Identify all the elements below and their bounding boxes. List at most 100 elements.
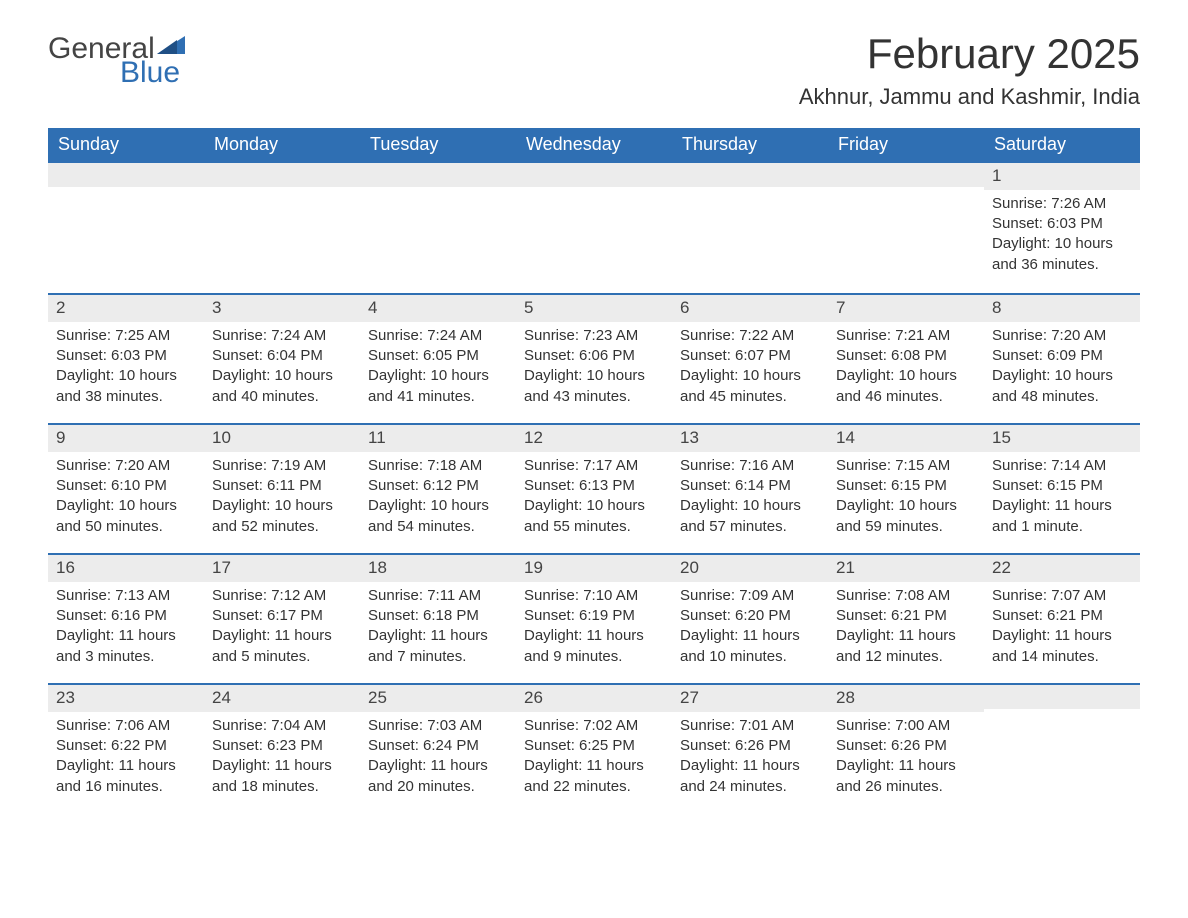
sunrise-text: Sunrise: 7:20 AM bbox=[56, 456, 196, 476]
sunrise-text: Sunrise: 7:11 AM bbox=[368, 586, 508, 606]
calendar-day-cell: 2Sunrise: 7:25 AMSunset: 6:03 PMDaylight… bbox=[48, 295, 204, 423]
calendar-body: 1 Sunrise: 7:26 AMSunset: 6:03 PM Daylight… bbox=[48, 163, 1140, 813]
calendar-day-cell bbox=[48, 163, 204, 293]
daylight-text: Daylight: 10 hours and 59 minutes. bbox=[836, 496, 976, 537]
sunset-text: Sunset: 6:10 PM bbox=[56, 476, 196, 496]
daylight-text: Daylight: 11 hours and 7 minutes. bbox=[368, 626, 508, 667]
day-number-band: 28 bbox=[828, 685, 984, 712]
daylight-text: Daylight: 10 hours and 48 minutes. bbox=[992, 366, 1132, 407]
calendar-day-cell bbox=[672, 163, 828, 293]
calendar-day-cell: 19Sunrise: 7:10 AMSunset: 6:19 PMDayligh… bbox=[516, 555, 672, 683]
day-number: 6 bbox=[680, 297, 689, 320]
calendar-day-cell: 13Sunrise: 7:16 AMSunset: 6:14 PMDayligh… bbox=[672, 425, 828, 553]
day-number-band: 11 bbox=[360, 425, 516, 452]
sunrise-text: Sunrise: 7:24 AM bbox=[368, 326, 508, 346]
day-number-band: 27 bbox=[672, 685, 828, 712]
sunset-text: Sunset: 6:12 PM bbox=[368, 476, 508, 496]
day-number: 25 bbox=[368, 687, 387, 710]
sunset-text: Sunset: 6:24 PM bbox=[368, 736, 508, 756]
day-number-band: 26 bbox=[516, 685, 672, 712]
sunset-text: Sunset: 6:20 PM bbox=[680, 606, 820, 626]
calendar-day-cell: 9Sunrise: 7:20 AMSunset: 6:10 PMDaylight… bbox=[48, 425, 204, 553]
calendar-day-cell: 7Sunrise: 7:21 AMSunset: 6:08 PMDaylight… bbox=[828, 295, 984, 423]
day-number-band: 5 bbox=[516, 295, 672, 322]
day-number: 17 bbox=[212, 557, 231, 580]
daylight-text: Daylight: 11 hours and 12 minutes. bbox=[836, 626, 976, 667]
sunset-text: Sunset: 6:22 PM bbox=[56, 736, 196, 756]
calendar-day-cell bbox=[516, 163, 672, 293]
daylight-text: Daylight: 11 hours and 5 minutes. bbox=[212, 626, 352, 667]
sunrise-text: Sunrise: 7:16 AM bbox=[680, 456, 820, 476]
sunset-text: Sunset: 6:16 PM bbox=[56, 606, 196, 626]
sunset-text: Sunset: 6:04 PM bbox=[212, 346, 352, 366]
sunrise-text: Sunrise: 7:09 AM bbox=[680, 586, 820, 606]
day-number-band: 19 bbox=[516, 555, 672, 582]
daylight-text: Daylight: 10 hours and 41 minutes. bbox=[368, 366, 508, 407]
sunrise-text: Sunrise: 7:14 AM bbox=[992, 456, 1132, 476]
sunrise-text: Sunrise: 7:19 AM bbox=[212, 456, 352, 476]
calendar-week-row: 2Sunrise: 7:25 AMSunset: 6:03 PMDaylight… bbox=[48, 293, 1140, 423]
sunset-text: Sunset: 6:26 PM bbox=[836, 736, 976, 756]
day-number-band: 6 bbox=[672, 295, 828, 322]
day-number: 27 bbox=[680, 687, 699, 710]
calendar-day-cell: 17Sunrise: 7:12 AMSunset: 6:17 PMDayligh… bbox=[204, 555, 360, 683]
day-number: 9 bbox=[56, 427, 65, 450]
sunrise-text: Sunrise: 7:08 AM bbox=[836, 586, 976, 606]
sunrise-text: Sunrise: 7:23 AM bbox=[524, 326, 664, 346]
calendar-day-cell: 27Sunrise: 7:01 AMSunset: 6:26 PMDayligh… bbox=[672, 685, 828, 813]
daylight-text: Daylight: 11 hours and 3 minutes. bbox=[56, 626, 196, 667]
sunset-text: Sunset: 6:15 PM bbox=[992, 476, 1132, 496]
day-number-band: 20 bbox=[672, 555, 828, 582]
calendar-day-cell: 22Sunrise: 7:07 AMSunset: 6:21 PMDayligh… bbox=[984, 555, 1140, 683]
sunrise-text: Sunrise: 7:26 AM bbox=[992, 194, 1132, 214]
day-number: 1 bbox=[992, 165, 1001, 188]
calendar-day-cell bbox=[984, 685, 1140, 813]
daylight-text: Daylight: 11 hours and 24 minutes. bbox=[680, 756, 820, 797]
day-number-band: 22 bbox=[984, 555, 1140, 582]
day-number: 15 bbox=[992, 427, 1011, 450]
sunset-text: Sunset: 6:06 PM bbox=[524, 346, 664, 366]
calendar-day-cell: 14Sunrise: 7:15 AMSunset: 6:15 PMDayligh… bbox=[828, 425, 984, 553]
day-number-band: 2 bbox=[48, 295, 204, 322]
sunrise-text: Sunrise: 7:06 AM bbox=[56, 716, 196, 736]
daylight-text: Daylight: 10 hours and 43 minutes. bbox=[524, 366, 664, 407]
sunset-text: Sunset: 6:17 PM bbox=[212, 606, 352, 626]
day-number-band: 14 bbox=[828, 425, 984, 452]
daylight-text: Daylight: 11 hours and 1 minute. bbox=[992, 496, 1132, 537]
daylight-text: Daylight: 10 hours and 55 minutes. bbox=[524, 496, 664, 537]
day-number-band: 9 bbox=[48, 425, 204, 452]
day-number-band: 12 bbox=[516, 425, 672, 452]
calendar-day-cell: 3Sunrise: 7:24 AMSunset: 6:04 PMDaylight… bbox=[204, 295, 360, 423]
sunset-text: Sunset: 6:03 PM bbox=[992, 214, 1132, 234]
day-number: 24 bbox=[212, 687, 231, 710]
day-number: 18 bbox=[368, 557, 387, 580]
day-number-band: 16 bbox=[48, 555, 204, 582]
calendar-day-cell: 6Sunrise: 7:22 AMSunset: 6:07 PMDaylight… bbox=[672, 295, 828, 423]
daylight-text: Daylight: 11 hours and 14 minutes. bbox=[992, 626, 1132, 667]
sunset-text: Sunset: 6:13 PM bbox=[524, 476, 664, 496]
day-number-band bbox=[48, 163, 204, 187]
calendar-header-cell: Monday bbox=[204, 128, 360, 163]
day-number: 12 bbox=[524, 427, 543, 450]
calendar-header-row: SundayMondayTuesdayWednesdayThursdayFrid… bbox=[48, 128, 1140, 163]
calendar-header-cell: Wednesday bbox=[516, 128, 672, 163]
daylight-text: Daylight: 10 hours and 52 minutes. bbox=[212, 496, 352, 537]
day-number-band: 15 bbox=[984, 425, 1140, 452]
sunrise-text: Sunrise: 7:24 AM bbox=[212, 326, 352, 346]
page-subtitle: Akhnur, Jammu and Kashmir, India bbox=[799, 84, 1140, 110]
daylight-text: Daylight: 10 hours and 38 minutes. bbox=[56, 366, 196, 407]
daylight-text: Daylight: 10 hours and 46 minutes. bbox=[836, 366, 976, 407]
calendar-week-row: 9 Sunrise: 7:20 AMSunset: 6:10 PM Daylight… bbox=[48, 423, 1140, 553]
day-number-band bbox=[672, 163, 828, 187]
sunset-text: Sunset: 6:18 PM bbox=[368, 606, 508, 626]
day-number: 3 bbox=[212, 297, 221, 320]
calendar-day-cell: 1Sunrise: 7:26 AMSunset: 6:03 PMDaylight… bbox=[984, 163, 1140, 293]
sunset-text: Sunset: 6:08 PM bbox=[836, 346, 976, 366]
sunrise-text: Sunrise: 7:13 AM bbox=[56, 586, 196, 606]
day-number: 13 bbox=[680, 427, 699, 450]
day-number: 10 bbox=[212, 427, 231, 450]
sunrise-text: Sunrise: 7:10 AM bbox=[524, 586, 664, 606]
day-number-band: 17 bbox=[204, 555, 360, 582]
daylight-text: Daylight: 11 hours and 20 minutes. bbox=[368, 756, 508, 797]
day-number-band bbox=[360, 163, 516, 187]
